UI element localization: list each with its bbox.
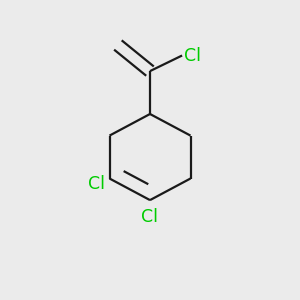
Text: Cl: Cl — [141, 208, 158, 226]
Text: Cl: Cl — [184, 46, 201, 64]
Text: Cl: Cl — [88, 175, 105, 193]
